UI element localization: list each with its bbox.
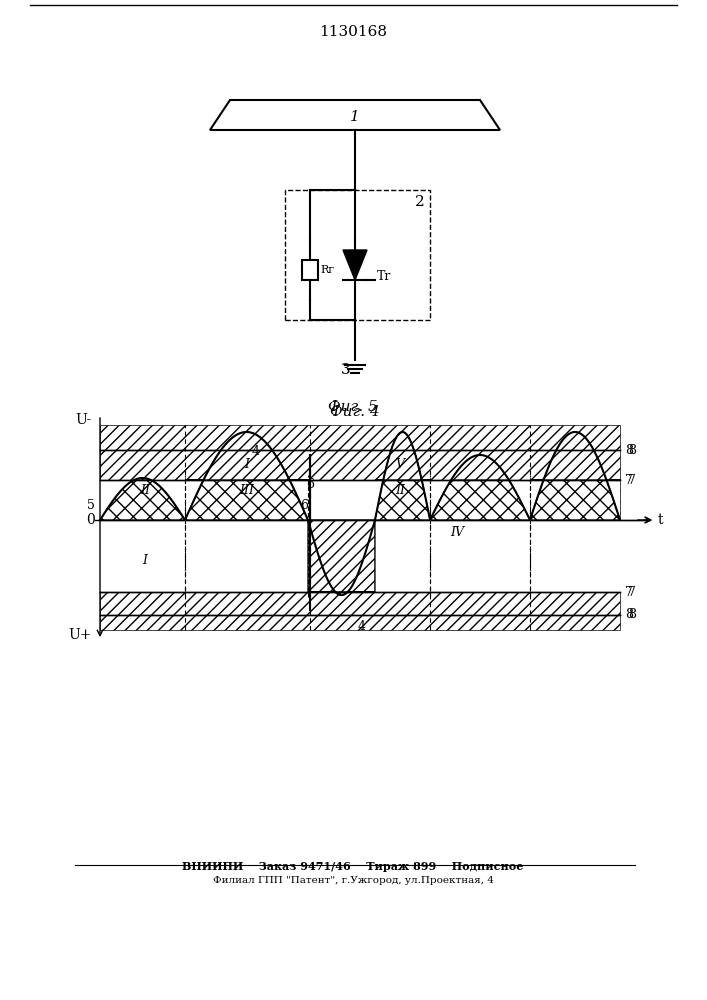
Bar bbox=[100, 592, 620, 615]
Text: V: V bbox=[395, 458, 404, 472]
Text: 8: 8 bbox=[628, 608, 636, 621]
Text: I: I bbox=[245, 458, 250, 472]
Text: 6: 6 bbox=[300, 499, 308, 512]
Text: Тr: Тr bbox=[377, 270, 392, 284]
Text: IV: IV bbox=[450, 526, 464, 538]
Polygon shape bbox=[210, 100, 500, 130]
Bar bbox=[185, 480, 310, 592]
Polygon shape bbox=[185, 432, 308, 480]
Text: 7: 7 bbox=[625, 474, 633, 487]
Text: 1: 1 bbox=[350, 110, 360, 124]
Text: 2: 2 bbox=[415, 195, 425, 209]
Bar bbox=[530, 480, 620, 592]
Text: 6: 6 bbox=[306, 478, 314, 491]
Polygon shape bbox=[430, 480, 530, 520]
Text: II: II bbox=[395, 484, 405, 496]
Bar bbox=[100, 450, 620, 480]
Text: 8: 8 bbox=[625, 444, 633, 456]
Text: 4: 4 bbox=[252, 445, 260, 458]
Text: ВНИИПИ    Заказ 9471/46    Тираж 899    Подписное: ВНИИПИ Заказ 9471/46 Тираж 899 Подписное bbox=[182, 861, 524, 872]
Bar bbox=[285, 190, 430, 320]
Bar bbox=[100, 480, 620, 520]
Bar bbox=[100, 480, 185, 592]
Text: t: t bbox=[658, 513, 662, 527]
Text: 7: 7 bbox=[625, 585, 633, 598]
Text: 1130168: 1130168 bbox=[319, 25, 387, 39]
Text: 8: 8 bbox=[625, 608, 633, 621]
Text: U+: U+ bbox=[69, 628, 92, 642]
Text: 4: 4 bbox=[358, 620, 366, 633]
Bar bbox=[100, 615, 620, 630]
Polygon shape bbox=[530, 432, 620, 480]
Polygon shape bbox=[530, 480, 620, 520]
Polygon shape bbox=[100, 480, 185, 520]
Bar bbox=[302, 260, 318, 280]
Polygon shape bbox=[308, 592, 375, 595]
Bar bbox=[100, 425, 620, 450]
Text: 7: 7 bbox=[628, 585, 636, 598]
Polygon shape bbox=[185, 480, 308, 520]
Text: I: I bbox=[143, 554, 148, 568]
Text: 7: 7 bbox=[628, 474, 636, 487]
Text: 8: 8 bbox=[628, 444, 636, 456]
Polygon shape bbox=[375, 480, 430, 520]
Bar bbox=[430, 480, 530, 592]
Text: Филиал ГПП "Патент", г.Ужгород, ул.Проектная, 4: Филиал ГПП "Патент", г.Ужгород, ул.Проек… bbox=[213, 876, 493, 885]
Text: Фиг. 4: Фиг. 4 bbox=[330, 405, 380, 419]
Bar bbox=[310, 480, 430, 592]
Text: 3: 3 bbox=[340, 363, 350, 377]
Polygon shape bbox=[343, 250, 367, 280]
Text: III: III bbox=[240, 484, 255, 496]
Text: II: II bbox=[140, 484, 150, 496]
Text: Фиг. 5: Фиг. 5 bbox=[328, 400, 378, 414]
Polygon shape bbox=[375, 432, 430, 480]
Text: Rг: Rг bbox=[320, 265, 334, 275]
Text: 0: 0 bbox=[86, 513, 95, 527]
Bar bbox=[100, 520, 620, 592]
Polygon shape bbox=[308, 520, 375, 595]
Bar bbox=[100, 480, 620, 520]
Text: 5: 5 bbox=[87, 499, 95, 512]
Text: U-: U- bbox=[76, 413, 92, 427]
